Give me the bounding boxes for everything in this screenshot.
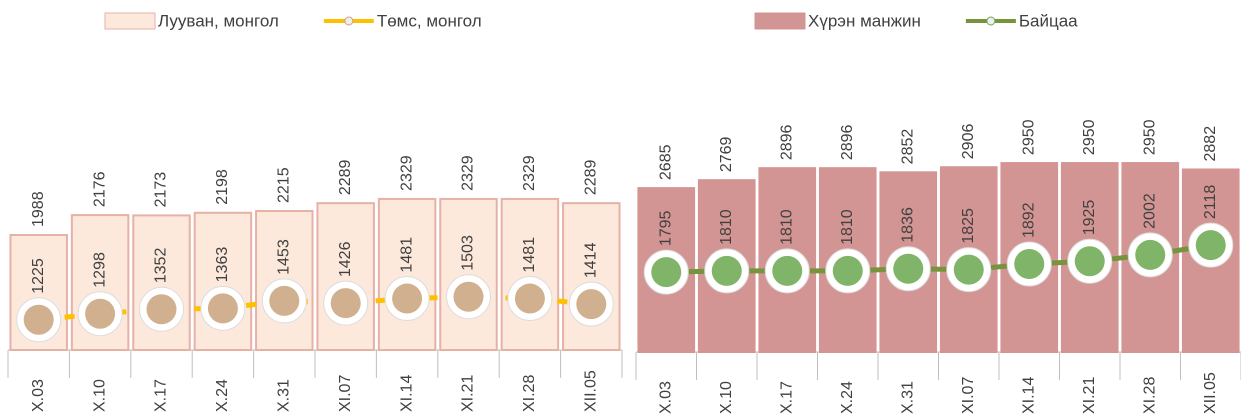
x-tick-label: XI.14 — [398, 375, 415, 412]
legend-label: Байцаа — [1019, 11, 1078, 30]
line-value-label: 2118 — [1202, 185, 1219, 220]
marker-icon — [269, 286, 299, 316]
bar-value-label: 2896 — [778, 124, 795, 160]
x-tick-label: X.03 — [657, 381, 674, 414]
marker-icon — [454, 282, 484, 312]
marker-icon — [147, 294, 177, 324]
bar-value-label: 1988 — [30, 191, 47, 227]
x-tick-label: X.31 — [276, 379, 293, 412]
bar-value-label: 2289 — [583, 159, 600, 195]
marker-icon — [392, 284, 422, 314]
x-tick-label: XI.07 — [337, 375, 354, 412]
line-value-label: 1298 — [91, 252, 108, 288]
x-tick-label: X.24 — [839, 381, 856, 414]
bar — [502, 199, 558, 350]
marker-icon — [893, 254, 923, 284]
bar-value-label: 2950 — [1141, 119, 1158, 155]
line-value-label: 1352 — [153, 248, 170, 284]
marker-icon — [772, 256, 802, 286]
dashboard: X.03 X.10 X.17 X.24 X.31 XI.07 XI.14 XI.21 XI.28… — [0, 0, 1241, 419]
bar-value-label: 2950 — [1081, 119, 1098, 155]
x-tick-label: X.24 — [214, 379, 231, 412]
bar — [379, 199, 435, 350]
line-value-label: 1503 — [460, 235, 477, 271]
x-tick-label: X.03 — [30, 379, 47, 412]
marker-icon — [1196, 230, 1226, 260]
legend-swatch — [755, 13, 805, 29]
line-value-label: 1426 — [337, 241, 354, 277]
x-tick-label: XII.05 — [1202, 372, 1219, 414]
legend-label: Хүрэн манжин — [808, 11, 921, 30]
marker-icon — [954, 255, 984, 285]
bar-value-label: 2173 — [153, 172, 170, 208]
line-value-label: 1481 — [521, 237, 538, 273]
legend-marker — [345, 17, 353, 25]
x-tick-label: XI.21 — [460, 375, 477, 412]
line-value-label: 1925 — [1081, 200, 1098, 236]
x-tick-label: XI.07 — [960, 377, 977, 414]
legend-swatch — [105, 13, 155, 29]
line-value-label: 2002 — [1141, 193, 1158, 229]
x-tick-label: XI.21 — [1081, 377, 1098, 414]
bar-value-label: 2215 — [276, 167, 293, 203]
marker-icon — [85, 299, 115, 329]
marker-icon — [515, 284, 545, 314]
line-value-label: 1892 — [1020, 202, 1037, 238]
line-value-label: 1363 — [214, 247, 231, 283]
line-value-label: 1225 — [30, 258, 47, 294]
bar-value-label: 2896 — [839, 124, 856, 160]
bar-value-label: 2198 — [214, 169, 231, 205]
bar-value-label: 2906 — [960, 124, 977, 160]
line-value-label: 1795 — [657, 210, 674, 246]
marker-icon — [651, 257, 681, 287]
line-value-label: 1810 — [718, 209, 735, 245]
x-tick-label: X.31 — [899, 381, 916, 414]
marker-icon — [24, 305, 54, 335]
marker-icon — [576, 289, 606, 319]
x-tick-label: XI.14 — [1020, 377, 1037, 414]
bar-value-label: 2950 — [1020, 119, 1037, 155]
marker-icon — [712, 256, 742, 286]
line-value-label: 1825 — [960, 208, 977, 244]
line-value-label: 1414 — [583, 242, 600, 278]
marker-icon — [331, 288, 361, 318]
x-tick-label: XI.28 — [521, 375, 538, 412]
x-tick-label: X.10 — [91, 379, 108, 412]
bar-value-label: 2685 — [657, 144, 674, 180]
marker-icon — [1075, 246, 1105, 276]
x-tick-label: X.17 — [153, 379, 170, 412]
bar-value-label: 2329 — [521, 155, 538, 191]
line-value-label: 1810 — [839, 209, 856, 245]
bar-value-label: 2852 — [899, 129, 916, 165]
bar-value-label: 2882 — [1202, 126, 1219, 162]
legend-marker — [987, 17, 995, 25]
line-value-label: 1836 — [899, 207, 916, 243]
bar-value-label: 2289 — [337, 159, 354, 195]
x-tick-label: X.17 — [778, 381, 795, 414]
x-tick-label: XII.05 — [583, 370, 600, 412]
marker-icon — [1135, 240, 1165, 270]
line-value-label: 1481 — [398, 237, 415, 273]
bar-value-label: 2769 — [718, 136, 735, 172]
marker-icon — [1014, 249, 1044, 279]
line-value-label: 1810 — [778, 209, 795, 245]
x-tick-label: XI.28 — [1141, 377, 1158, 414]
legend-label: Лууван, монгол — [158, 11, 279, 30]
marker-icon — [208, 293, 238, 323]
line-value-label: 1453 — [276, 239, 293, 275]
bar-value-label: 2176 — [91, 171, 108, 207]
x-tick-label: X.10 — [718, 381, 735, 414]
marker-icon — [833, 256, 863, 286]
bar-value-label: 2329 — [460, 155, 477, 191]
legend-label: Төмс, монгол — [377, 11, 482, 30]
bar-value-label: 2329 — [398, 155, 415, 191]
